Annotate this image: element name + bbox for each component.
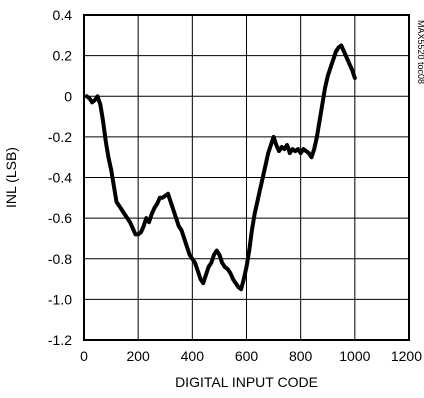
x-tick-label: 400 (181, 348, 205, 364)
x-tick-label: 800 (289, 348, 313, 364)
y-tick-label: -0.6 (48, 210, 72, 226)
x-tick-label: 600 (235, 348, 259, 364)
y-tick-labels: 0.4 0.2 0 -0.2 -0.4 -0.6 -0.8 -1.0 -1.2 (48, 7, 72, 348)
y-tick-label: -0.4 (48, 170, 72, 186)
y-tick-label: 0 (64, 88, 72, 104)
grid (83, 14, 410, 341)
y-tick-label: -0.2 (48, 129, 72, 145)
y-tick-label: 0.4 (53, 7, 73, 23)
y-tick-label: -0.8 (48, 251, 72, 267)
y-tick-label: -1.0 (48, 291, 72, 307)
x-tick-label: 200 (126, 348, 150, 364)
plot-frame (83, 14, 410, 341)
x-tick-label: 0 (80, 348, 88, 364)
y-tick-label: 0.2 (53, 48, 73, 64)
inl-series-line (84, 43, 357, 292)
y-axis-label: INL (LSB) (3, 147, 19, 208)
x-tick-label: 1200 (391, 348, 422, 364)
x-tick-label: 1000 (339, 348, 370, 364)
y-tick-label: -1.2 (48, 332, 72, 348)
x-tick-labels: 0 200 400 600 800 1000 1200 (80, 348, 422, 364)
figure-id-label: MAX5520 toc08 (416, 20, 424, 84)
x-axis-label: DIGITAL INPUT CODE (175, 374, 318, 390)
